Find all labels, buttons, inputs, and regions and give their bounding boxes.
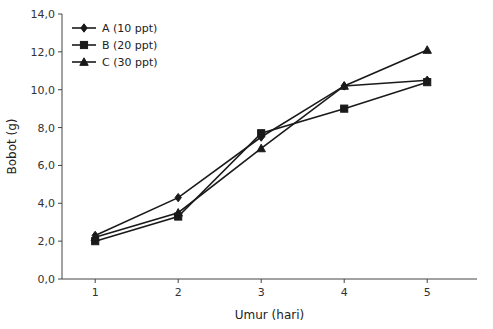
y-tick-label: 8,0 xyxy=(38,122,56,135)
series-line xyxy=(95,80,427,235)
y-tick xyxy=(58,14,62,15)
plot-data xyxy=(91,46,431,245)
x-tick-label: 5 xyxy=(424,286,431,299)
x-axis-line xyxy=(62,279,477,280)
x-tick xyxy=(261,279,262,283)
x-tick xyxy=(344,279,345,283)
series-line xyxy=(95,82,427,241)
y-tick-label: 2,0 xyxy=(38,235,56,248)
x-tick xyxy=(427,279,428,283)
legend-label: A (10 ppt) xyxy=(102,22,157,35)
y-tick xyxy=(58,89,62,90)
series-point xyxy=(258,130,265,137)
legend-swatch-marker xyxy=(81,24,87,32)
y-tick xyxy=(58,51,62,52)
series-point xyxy=(257,144,265,152)
series-point xyxy=(341,105,348,112)
y-tick-label: 0,0 xyxy=(38,273,56,286)
y-tick-label: 14,0 xyxy=(31,8,56,21)
y-tick xyxy=(58,279,62,280)
series-point xyxy=(174,209,182,217)
y-tick xyxy=(58,241,62,242)
legend: A (10 ppt) B (20 ppt) C (30 ppt) xyxy=(72,22,158,69)
legend-swatch-marker xyxy=(80,58,88,66)
y-tick-label: 12,0 xyxy=(31,46,56,59)
series xyxy=(91,46,431,241)
x-tick-label: 2 xyxy=(175,286,182,299)
series-point xyxy=(340,82,348,90)
axes: 1 2 3 4 5 0,0 2,0 4,0 6,0 8,0 10,0 12,0 14,0 xyxy=(31,8,478,299)
x-tick-label: 3 xyxy=(258,286,265,299)
y-tick xyxy=(58,127,62,128)
series xyxy=(92,76,430,240)
series xyxy=(92,79,431,245)
x-tick xyxy=(178,279,179,283)
x-tick xyxy=(95,279,96,283)
y-tick xyxy=(58,165,62,166)
y-tick-label: 6,0 xyxy=(38,159,56,172)
y-axis-label: Bobot (g) xyxy=(5,118,19,174)
series-line xyxy=(95,50,427,237)
series-point xyxy=(424,79,431,86)
legend-label: C (30 ppt) xyxy=(102,56,158,69)
legend-label: B (20 ppt) xyxy=(102,39,157,52)
y-axis-line xyxy=(62,14,63,279)
series-point xyxy=(91,233,99,241)
x-axis-label: Umur (hari) xyxy=(235,308,304,322)
y-tick xyxy=(58,203,62,204)
series-point xyxy=(175,193,181,201)
y-tick-label: 10,0 xyxy=(31,84,56,97)
legend-swatch-marker xyxy=(80,41,87,48)
background xyxy=(0,0,493,329)
series-point xyxy=(423,46,431,54)
x-tick-label: 4 xyxy=(341,286,348,299)
y-tick-label: 4,0 xyxy=(38,197,56,210)
chart: 1 2 3 4 5 0,0 2,0 4,0 6,0 8,0 10,0 12,0 14,0 Umur (ha… xyxy=(0,0,493,329)
x-tick-label: 1 xyxy=(92,286,99,299)
